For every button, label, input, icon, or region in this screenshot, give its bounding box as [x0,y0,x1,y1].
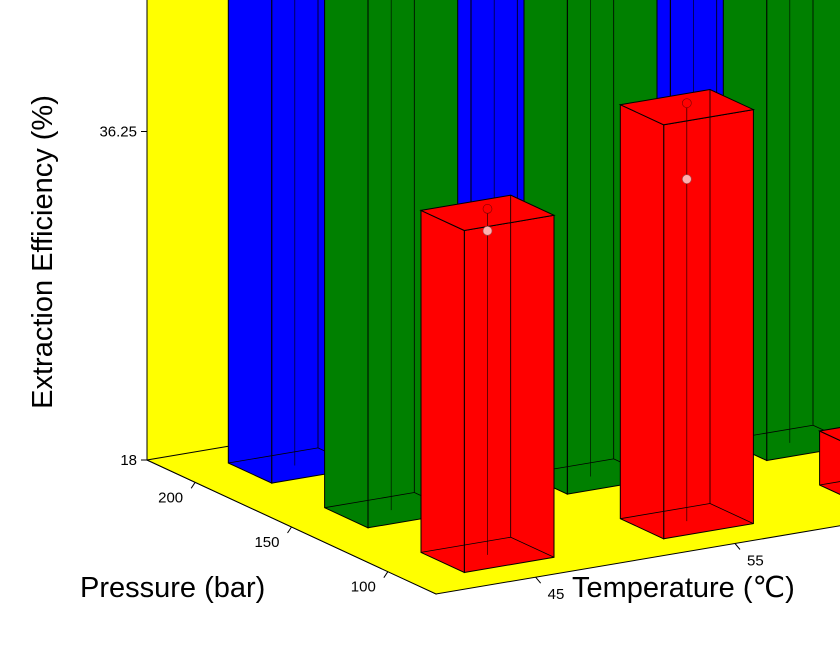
predicted-point [482,226,493,236]
z-tick-label: 18 [120,452,137,469]
chart-bars [227,0,840,574]
temperature-tick-label: 45 [548,586,565,603]
bar-front-face [766,0,840,462]
pressure-tick-mark [287,526,292,534]
bar-side-face [619,103,665,540]
bar-side-face [227,0,273,484]
bar-hidden-edge [420,536,511,553]
actual-point [682,98,692,108]
predicted-point [682,174,692,184]
bar-side-face [420,209,465,574]
x-axis-title: Pressure (bar) [80,572,265,604]
bar-hidden-edge [324,492,415,509]
pressure-tick-mark [190,482,196,489]
temperature-tick-mark [734,543,741,550]
y-axis-title: Temperature (℃) [572,572,795,604]
z-axis-title: Extraction Efficiency (%) [27,95,59,409]
pressure-tick-mark [383,571,389,578]
bar-front-face [663,109,754,540]
pressure-tick-label: 200 [158,489,183,506]
bar-p100-t45 [419,194,556,574]
bar-top-face [817,427,840,441]
bar-hidden-edge [819,481,840,486]
bar-p100-t55 [618,88,756,540]
bar-hidden-edge [510,195,555,558]
bar-hidden-edge [620,503,711,520]
bar-side-face [324,0,369,529]
z-tick-label: 36.25 [99,124,137,141]
bar-hidden-edge [228,447,319,464]
pressure-tick-label: 150 [254,534,279,551]
bar-front-face [463,214,555,574]
pressure-tick-label: 100 [351,579,376,596]
temperature-tick-label: 55 [747,553,764,570]
bar-p100-t65 [817,427,840,495]
actual-point [482,204,493,214]
bar-side-face [819,430,840,495]
temperature-tick-mark [535,576,542,584]
